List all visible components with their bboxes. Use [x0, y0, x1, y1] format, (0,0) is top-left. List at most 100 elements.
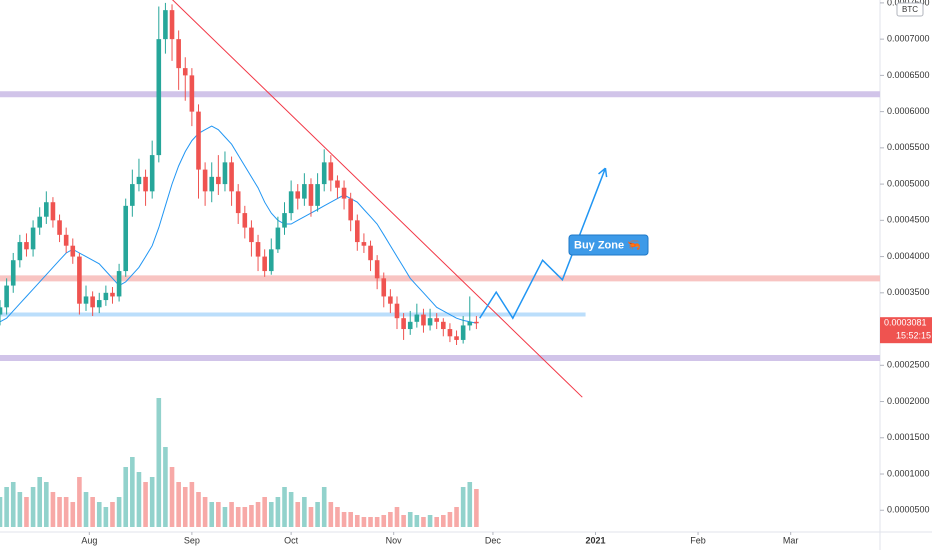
- volume-bar: [176, 482, 181, 527]
- volume-bar: [169, 467, 175, 527]
- volume-bar: [315, 502, 320, 527]
- volume-bar: [374, 517, 380, 527]
- candle-body: [90, 296, 95, 308]
- candle-body: [176, 39, 181, 69]
- price-box: [880, 317, 932, 344]
- volume-bar: [163, 447, 168, 527]
- candle-body: [222, 162, 228, 185]
- candle-body: [149, 155, 155, 192]
- volume-bar: [44, 482, 49, 527]
- candle-body: [57, 220, 62, 235]
- candle-body: [381, 278, 387, 297]
- volume-bar: [216, 502, 221, 527]
- volume-bar: [381, 515, 387, 527]
- unit-badge: [896, 2, 924, 17]
- y-tick-label: 0.0004500: [887, 215, 930, 225]
- candle-body: [130, 184, 135, 206]
- current-price-label: 0.0003081: [884, 318, 927, 328]
- x-tick-label: Sep: [184, 535, 200, 545]
- trendline: [172, 0, 583, 398]
- candle-body: [321, 162, 327, 185]
- candle-body: [50, 202, 56, 221]
- candle-body: [288, 191, 294, 214]
- volume-bar: [63, 497, 69, 527]
- volume-bar: [110, 502, 115, 527]
- candle-body: [44, 202, 49, 217]
- candle-body: [83, 296, 89, 304]
- volume-bar: [302, 497, 307, 527]
- annotation-box: [568, 234, 649, 256]
- volume-bar: [467, 482, 473, 527]
- volume-bar: [434, 517, 439, 527]
- candle-body: [315, 184, 320, 206]
- volume-bar: [70, 502, 76, 527]
- countdown-label: 15:52:15: [896, 331, 931, 341]
- volume-bar: [354, 515, 360, 527]
- candle-body: [202, 169, 208, 192]
- x-tick-label: 2021: [585, 535, 605, 545]
- volume-bar: [30, 487, 36, 527]
- y-tick-label: 0.0003500: [887, 287, 930, 297]
- volume-bar: [209, 502, 215, 527]
- volume-bar: [10, 482, 16, 527]
- volume-bar: [182, 487, 188, 527]
- candle-body: [103, 292, 109, 301]
- volume-bar: [17, 492, 23, 527]
- y-tick-label: 0.0000500: [887, 505, 930, 515]
- candle-body: [169, 10, 175, 40]
- y-tick-label: 0.0007000: [887, 34, 930, 44]
- y-tick-label: 0.0006000: [887, 106, 930, 116]
- volume-bar: [24, 497, 29, 527]
- volume-bar: [262, 497, 267, 527]
- volume-bar: [96, 502, 102, 527]
- candle-body: [255, 242, 261, 257]
- volume-bar: [368, 517, 373, 527]
- projection-path: [479, 167, 607, 320]
- y-tick-label: 0.0005000: [887, 178, 930, 188]
- y-tick-label: 0.0001000: [887, 468, 930, 478]
- volume-bar: [116, 497, 122, 527]
- candle-body: [17, 242, 23, 261]
- volume-bar: [202, 497, 208, 527]
- candle-body: [4, 285, 9, 308]
- candle-body: [70, 245, 76, 257]
- candle-body: [407, 321, 413, 330]
- volume-bar: [149, 477, 155, 527]
- volume-bar: [103, 507, 109, 527]
- candle-body: [447, 329, 453, 337]
- candle-body: [235, 191, 241, 214]
- candle-body: [30, 227, 36, 250]
- volume-bar: [288, 492, 294, 527]
- candle-body: [467, 321, 473, 326]
- candle-body: [328, 162, 334, 181]
- volume-bar: [421, 517, 426, 527]
- candle-body: [341, 187, 347, 199]
- arrow-head: [604, 168, 608, 178]
- volume-bar: [348, 512, 353, 527]
- candle-body: [242, 213, 248, 228]
- volume-bar: [321, 487, 327, 527]
- volume-bar: [136, 472, 142, 527]
- volume-bar: [249, 505, 254, 527]
- candle-body: [374, 260, 380, 279]
- volume-bar: [156, 398, 162, 527]
- volume-bar: [4, 487, 9, 527]
- volume-bar: [335, 507, 340, 527]
- volume-bar: [341, 512, 347, 527]
- annotation-text: Buy Zone 🦐: [574, 239, 641, 251]
- candle-body: [354, 220, 360, 243]
- candle-body: [216, 176, 221, 185]
- volume-bar: [361, 517, 367, 527]
- volume-bar: [454, 507, 459, 527]
- volume-bar: [130, 457, 135, 527]
- y-tick-label: 0.0005500: [887, 142, 930, 152]
- volume-bar: [441, 515, 446, 527]
- volume-bar: [427, 515, 433, 527]
- volume-bar: [447, 512, 453, 527]
- volume-bar: [37, 477, 42, 527]
- candle-body: [368, 245, 373, 261]
- volume-bar: [222, 507, 228, 527]
- candle-body: [136, 176, 142, 185]
